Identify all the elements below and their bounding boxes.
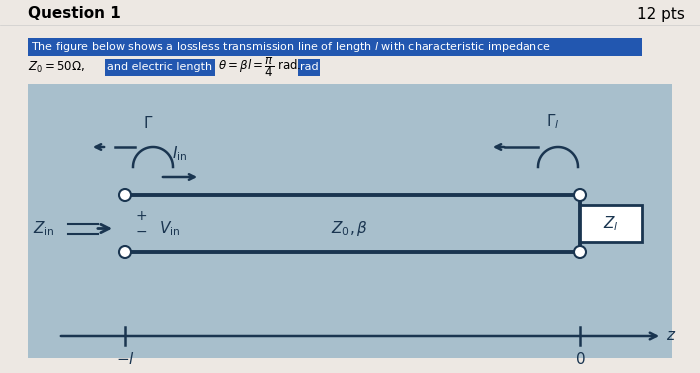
Text: $-$: $-$	[135, 224, 147, 238]
Text: rad: rad	[300, 62, 318, 72]
Text: and electric length: and electric length	[107, 62, 212, 72]
Text: Question 1: Question 1	[28, 6, 120, 22]
Text: $Z_l$: $Z_l$	[603, 214, 619, 233]
Bar	[28, 38, 642, 56]
Circle shape	[574, 189, 586, 201]
Circle shape	[119, 246, 131, 258]
Bar	[298, 59, 320, 76]
Text: $z$: $z$	[666, 329, 676, 344]
Text: $Z_0 = 50\Omega$,: $Z_0 = 50\Omega$,	[28, 59, 85, 75]
Text: $Z_{\mathrm{in}}$: $Z_{\mathrm{in}}$	[34, 219, 55, 238]
Circle shape	[574, 246, 586, 258]
Bar	[28, 84, 672, 358]
Bar	[580, 205, 642, 242]
Text: $\theta = \beta l = \dfrac{\pi}{4}$ rad.: $\theta = \beta l = \dfrac{\pi}{4}$ rad.	[218, 55, 302, 79]
Text: $-l$: $-l$	[116, 351, 134, 367]
Text: $\Gamma$: $\Gamma$	[143, 115, 153, 131]
Text: $I_{\mathrm{in}}$: $I_{\mathrm{in}}$	[172, 144, 188, 163]
Text: 12 pts: 12 pts	[637, 6, 685, 22]
Circle shape	[119, 189, 131, 201]
Text: $+$: $+$	[135, 209, 147, 223]
Text: The figure below shows a lossless transmission line of length $l$ with character: The figure below shows a lossless transm…	[31, 40, 550, 54]
Text: $V_{\mathrm{in}}$: $V_{\mathrm{in}}$	[160, 219, 181, 238]
Text: $0$: $0$	[575, 351, 585, 367]
Text: $Z_0, \beta$: $Z_0, \beta$	[331, 219, 369, 238]
Text: $\Gamma_l$: $\Gamma_l$	[546, 112, 560, 131]
Bar	[105, 59, 215, 76]
